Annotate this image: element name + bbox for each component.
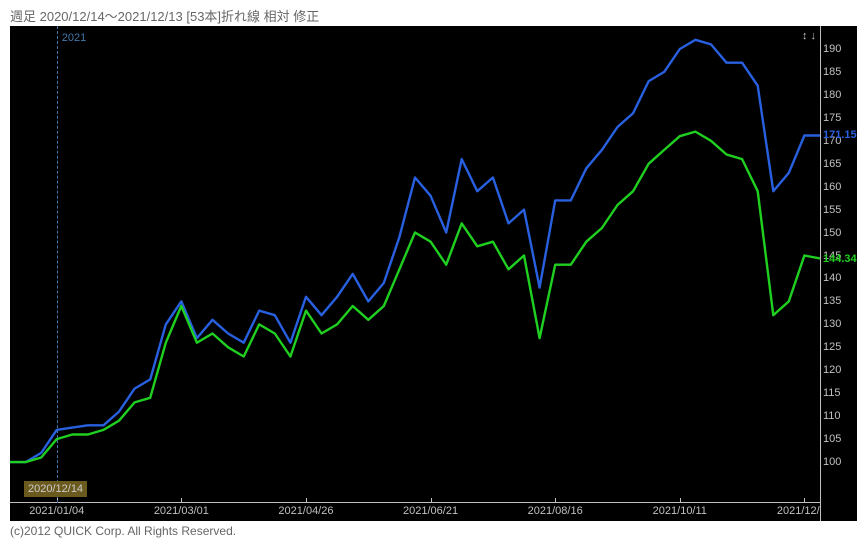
- y-tick-label: 130: [823, 318, 841, 330]
- x-tick-label: 2021/10/11: [653, 505, 707, 517]
- y-tick-label: 190: [823, 43, 841, 55]
- x-axis-line: [10, 502, 820, 503]
- y-tick-label: 135: [823, 295, 841, 307]
- y-tick-label: 185: [823, 66, 841, 78]
- year-divider: [57, 26, 58, 503]
- y-axis: 1001051101151201251301351401451501551601…: [820, 26, 857, 521]
- y-tick-label: 100: [823, 456, 841, 468]
- x-tick-mark: [555, 498, 556, 503]
- line-series-a: [10, 40, 820, 462]
- y-tick-label: 120: [823, 364, 841, 376]
- y-tick-label: 155: [823, 204, 841, 216]
- chart-title: 週足 2020/12/14～2021/12/13 [53本]折れ線 相対 修正: [0, 0, 867, 26]
- series-end-label: 171.15: [823, 129, 857, 141]
- x-tick-label: 2021/04/26: [278, 505, 333, 517]
- y-tick-label: 175: [823, 112, 841, 124]
- y-tick-label: 160: [823, 181, 841, 193]
- y-tick-label: 165: [823, 158, 841, 170]
- y-tick-label: 115: [823, 387, 841, 399]
- y-tick-label: 110: [823, 410, 841, 422]
- chart-lines: [10, 26, 820, 485]
- x-tick-label: 2021/08/16: [528, 505, 583, 517]
- y-tick-label: 180: [823, 89, 841, 101]
- x-tick-label: 2021/03/01: [154, 505, 209, 517]
- x-tick-mark: [181, 498, 182, 503]
- x-tick-mark: [804, 498, 805, 503]
- x-tick-label: 2021/06/21: [403, 505, 458, 517]
- y-tick-label: 140: [823, 272, 841, 284]
- copyright: (c)2012 QUICK Corp. All Rights Reserved.: [10, 524, 236, 538]
- y-tick-label: 105: [823, 433, 841, 445]
- y-tick-label: 150: [823, 227, 841, 239]
- y-tick-label: 125: [823, 341, 841, 353]
- year-label: 2021: [62, 32, 86, 44]
- x-tick-label: 2021/01/04: [29, 505, 84, 517]
- chart-plot-area: ↕ ↓ 2021/01/042021/03/012021/04/262021/0…: [10, 26, 820, 521]
- x-tick-mark: [680, 498, 681, 503]
- x-tick-mark: [306, 498, 307, 503]
- series-end-label: 144.34: [823, 253, 857, 265]
- start-date-badge: 2020/12/14: [24, 481, 87, 497]
- x-tick-mark: [431, 498, 432, 503]
